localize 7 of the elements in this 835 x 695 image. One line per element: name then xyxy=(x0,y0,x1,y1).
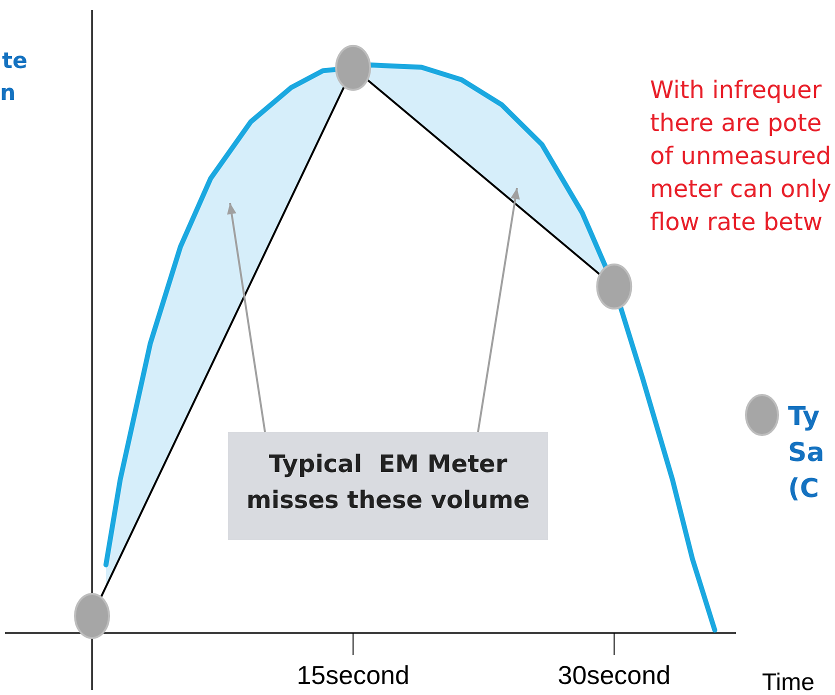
legend-label: Ty Sa (C xyxy=(788,402,824,504)
y-axis-title: te n xyxy=(0,49,28,106)
x-tick-label: 15second xyxy=(296,660,410,690)
x-tick-label: 30second xyxy=(558,660,671,690)
annotation: Typical EM Meter misses these volume xyxy=(246,450,530,514)
x-axis-title: Time xyxy=(762,669,814,695)
annotation: With infrequer there are pote of unmeasured meter can only flow rate betw xyxy=(650,76,832,236)
